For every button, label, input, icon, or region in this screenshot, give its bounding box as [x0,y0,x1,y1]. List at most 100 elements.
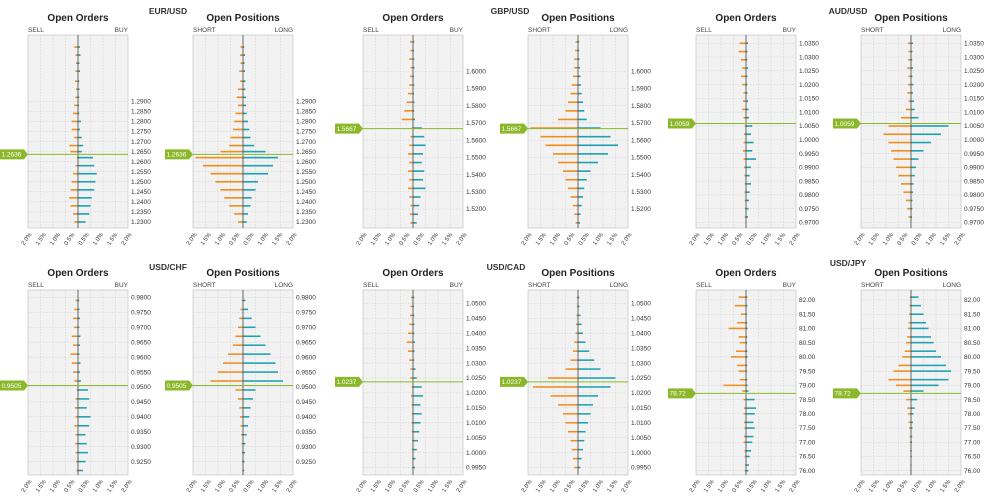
long-bar [578,413,591,415]
x-tick-label: 2.0% [21,479,34,494]
x-tick-label: 0.5% [229,479,242,494]
buy-bar [413,196,421,198]
long-bar [578,404,593,406]
short-bar [901,183,911,185]
buy-bar [746,350,748,352]
long-bar [243,144,255,147]
sell-bar [76,62,78,64]
short-bar [203,164,243,167]
y-tick-label: 0.9950 [799,151,819,158]
y-tick-label: 76.00 [799,468,816,475]
sell-bar [743,441,746,444]
sell-bar [744,469,746,472]
sell-bar [408,350,413,352]
long-bar [243,70,245,72]
x-tick-label: 1.0% [427,479,440,494]
sell-bar [409,323,413,326]
buy-bar [746,304,748,307]
y-tick-label: 80.50 [799,340,816,347]
sell-bar [743,398,746,401]
short-bar [574,66,578,69]
sell-bar [76,156,78,159]
long-bar [911,336,931,338]
y-tick-label: 1.5500 [631,155,651,162]
sell-bar [744,183,746,185]
long-bar [911,149,924,152]
long-bar [578,457,582,460]
long-bar [578,118,587,121]
y-tick-label: 1.5400 [631,172,651,179]
current-price-marker [833,388,861,399]
buy-bar [746,450,751,452]
long-bar [243,88,246,91]
sell-bar [71,335,78,338]
long-bar [578,222,580,224]
short-bar [210,172,243,175]
sell-bar [409,196,413,198]
short-bar [570,92,578,95]
x-tick-label: 2.0% [854,232,867,247]
y-tick-label: 0.9500 [296,384,316,391]
buy-bar [746,413,755,415]
short-bar [574,213,578,216]
buy-bar [413,413,422,415]
y-tick-label: 1.0250 [631,375,651,382]
long-bar [243,104,246,107]
orders-title: Open Orders [382,268,444,279]
buy-bar [78,398,90,400]
x-tick-label: 1.0% [49,232,62,247]
buy-bar [746,421,754,424]
y-tick-label: 0.9550 [131,369,151,376]
short-bar [903,390,911,392]
buy-bar [78,469,83,472]
x-tick-label: 0.5% [399,479,412,494]
short-bar [909,313,911,315]
x-tick-label: 0.5% [564,232,577,247]
short-bar [195,156,243,159]
sell-bar [741,59,746,61]
sell-bar [410,305,413,308]
x-tick-label: 0.5% [578,479,591,494]
y-tick-label: 81.00 [964,326,981,333]
x-tick-label: 1.0% [882,479,895,494]
x-tick-label: 1.0% [717,232,730,247]
long-bar [243,308,248,311]
long-bar [911,141,931,144]
short-bar [565,178,578,181]
sell-bar [410,314,413,317]
y-tick-label: 1.5700 [631,120,651,127]
sell-bar [71,120,78,123]
buy-bar [78,317,80,320]
short-bar [220,150,243,153]
y-tick-label: 0.9750 [964,206,984,213]
short-bar [565,422,578,424]
long-bar [911,441,912,444]
x-tick-label: 0.5% [399,232,412,247]
left-side-label: SELL [696,282,712,289]
sell-bar [76,460,78,463]
y-tick-label: 76.00 [964,468,981,475]
short-bar [909,441,911,444]
short-bar [908,75,911,78]
short-bar [888,378,911,381]
short-bar [573,204,578,207]
y-tick-label: 1.0200 [964,82,984,89]
x-tick-label: 1.0% [214,479,227,494]
short-bar [907,336,911,338]
y-tick-label: 1.2900 [296,99,316,106]
x-tick-label: 1.5% [35,232,48,247]
sell-bar [723,384,746,387]
long-bar [578,110,585,112]
x-tick-label: 1.5% [35,479,48,494]
x-tick-label: 2.0% [186,232,199,247]
buy-bar [413,305,414,308]
buy-bar [413,187,426,190]
buy-bar [746,199,749,202]
current-price-label: 0.9505 [167,383,187,390]
short-bar [239,70,243,72]
current-price-label: 1.0059 [835,121,855,128]
x-tick-label: 1.0% [760,479,773,494]
short-bar [565,110,578,112]
